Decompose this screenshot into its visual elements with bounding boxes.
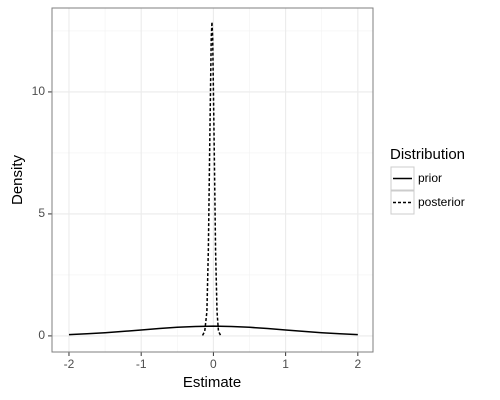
x-tick-label: -2 — [64, 357, 75, 371]
density-line — [68, 325, 358, 336]
x-tick-label: 2 — [354, 357, 361, 371]
x-tick-label: 0 — [210, 357, 217, 371]
x-tick-label: -1 — [136, 357, 147, 371]
plot-border — [51, 7, 374, 353]
legend-label: prior — [418, 171, 442, 185]
x-tick-label: 1 — [282, 357, 289, 371]
legend-label: posterior — [418, 195, 465, 209]
legend-title: Distribution — [390, 146, 465, 163]
legend-key — [390, 190, 415, 215]
y-axis-title: Density — [9, 154, 26, 205]
x-axis-title: Estimate — [183, 374, 241, 391]
y-tick-label: 10 — [32, 84, 46, 98]
density-line — [201, 21, 222, 336]
y-tick-label: 0 — [38, 328, 45, 342]
y-tick-label: 5 — [38, 206, 45, 220]
